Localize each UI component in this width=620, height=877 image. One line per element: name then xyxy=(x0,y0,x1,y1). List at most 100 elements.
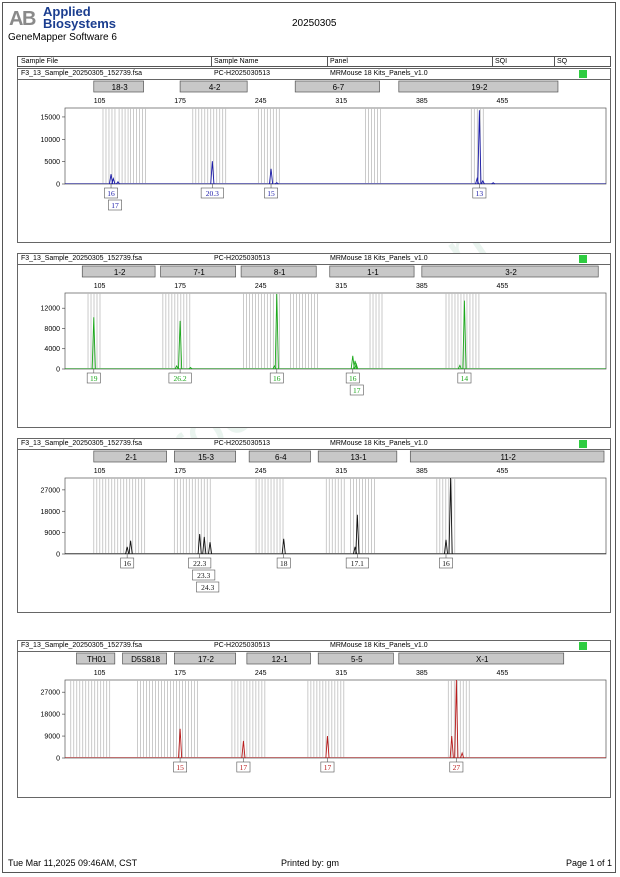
marker-bar xyxy=(317,450,398,463)
panel-name: MRMouse 18 Kits_Panels_v1.0 xyxy=(330,70,428,77)
peak xyxy=(443,539,449,555)
marker-bar xyxy=(240,265,317,278)
y-tick-label: 10000 xyxy=(41,137,61,144)
y-tick-label: 27000 xyxy=(41,690,61,697)
y-tick-label: 18000 xyxy=(41,712,61,719)
allele-box xyxy=(349,384,364,396)
report-title: 20250305 xyxy=(292,18,337,29)
y-tick-label: 9000 xyxy=(44,530,60,537)
svg-text:A: A xyxy=(9,8,23,28)
marker-label: 8-1 xyxy=(274,268,286,277)
peak xyxy=(449,736,454,759)
allele-box xyxy=(192,569,216,581)
status-badge xyxy=(579,642,587,650)
marker-bar xyxy=(160,265,237,278)
allele-call: 15 xyxy=(176,763,184,772)
peak xyxy=(188,366,193,370)
y-tick-label: 27000 xyxy=(41,487,61,494)
y-tick-label: 0 xyxy=(56,367,60,374)
marker-bar xyxy=(174,652,237,665)
x-tick-label: 175 xyxy=(174,98,186,105)
peak xyxy=(268,168,274,185)
marker-label: 6-7 xyxy=(333,83,345,92)
sample-info-row: F3_13_Sample_20250305_152739.fsa PC-H202… xyxy=(18,641,610,652)
marker-label: 18-3 xyxy=(112,83,129,92)
allele-call: 15 xyxy=(267,189,275,198)
marker-label: 7-1 xyxy=(193,268,205,277)
status-badge xyxy=(579,255,587,263)
allele-box xyxy=(345,557,369,569)
allele-call: 17 xyxy=(111,201,119,210)
col-sq: SQ xyxy=(557,58,568,65)
sample-name: PC-H2025030513 xyxy=(214,642,271,649)
allele-call: 19 xyxy=(90,374,98,383)
x-tick-label: 245 xyxy=(255,283,267,290)
peak xyxy=(128,540,133,555)
allele-call: 17 xyxy=(324,763,332,772)
allele-box xyxy=(345,372,360,384)
logo: A B Applied Biosystems xyxy=(8,5,116,31)
allele-box xyxy=(236,761,251,773)
sample-file: F3_13_Sample_20250305_152739.fsa xyxy=(21,440,143,447)
peak xyxy=(353,360,358,370)
allele-box xyxy=(472,187,487,199)
allele-box xyxy=(120,557,135,569)
allele-call: 16 xyxy=(273,374,281,383)
x-tick-label: 385 xyxy=(416,283,428,290)
sample-file: F3_13_Sample_20250305_152739.fsa xyxy=(21,255,143,262)
logo-line2: Biosystems xyxy=(43,16,116,31)
allele-call: 24.3 xyxy=(201,583,214,592)
peak xyxy=(202,536,207,555)
y-tick-label: 4000 xyxy=(44,346,60,353)
allele-call: 16 xyxy=(349,374,357,383)
peak xyxy=(355,514,360,555)
panel-name: MRMouse 18 Kits_Panels_v1.0 xyxy=(330,440,428,447)
y-tick-label: 0 xyxy=(56,182,60,189)
allele-call: 18 xyxy=(280,559,288,568)
footer-printed-by: Printed by: gm xyxy=(281,858,340,868)
peak xyxy=(274,182,279,185)
x-tick-label: 175 xyxy=(174,670,186,677)
peak xyxy=(125,546,130,555)
panel-name: MRMouse 18 Kits_Panels_v1.0 xyxy=(330,255,428,262)
marker-label: 17-2 xyxy=(198,655,215,664)
x-tick-label: 105 xyxy=(94,283,106,290)
allele-call: 16 xyxy=(107,189,115,198)
peak xyxy=(274,294,279,370)
allele-box xyxy=(264,187,278,199)
marker-bar xyxy=(179,80,248,93)
sample-name: PC-H2025030513 xyxy=(214,440,271,447)
plot-area xyxy=(64,292,607,370)
x-tick-label: 385 xyxy=(416,98,428,105)
marker-bar xyxy=(248,450,311,463)
col-panel: Panel xyxy=(330,58,348,65)
marker-bar xyxy=(76,652,116,665)
marker-bar xyxy=(294,80,380,93)
x-tick-label: 245 xyxy=(255,468,267,475)
allele-box xyxy=(86,372,101,384)
allele-call: 20.3 xyxy=(206,189,219,198)
allele-box xyxy=(188,557,212,569)
sample-info-row: F3_13_Sample_20250305_152739.fsa PC-H202… xyxy=(18,69,610,80)
y-tick-label: 9000 xyxy=(44,734,60,741)
x-tick-label: 105 xyxy=(94,468,106,475)
marker-label: 1-2 xyxy=(114,268,126,277)
marker-label: 11-2 xyxy=(500,453,516,462)
marker-bar xyxy=(329,265,415,278)
allele-call: 17 xyxy=(240,763,248,772)
x-tick-label: 175 xyxy=(174,283,186,290)
allele-call: 17.1 xyxy=(351,559,364,568)
allele-box xyxy=(269,372,284,384)
allele-call: 27 xyxy=(453,763,461,772)
peak xyxy=(448,477,453,555)
x-tick-label: 245 xyxy=(255,670,267,677)
marker-label: X-1 xyxy=(476,655,489,664)
allele-call: 14 xyxy=(461,374,469,383)
allele-box xyxy=(439,557,453,569)
status-badge xyxy=(579,440,587,448)
peak xyxy=(174,364,179,370)
software-name: GeneMapper Software 6 xyxy=(8,32,117,43)
marker-bar xyxy=(409,450,605,463)
marker-bar xyxy=(398,80,559,93)
peak xyxy=(178,320,183,370)
